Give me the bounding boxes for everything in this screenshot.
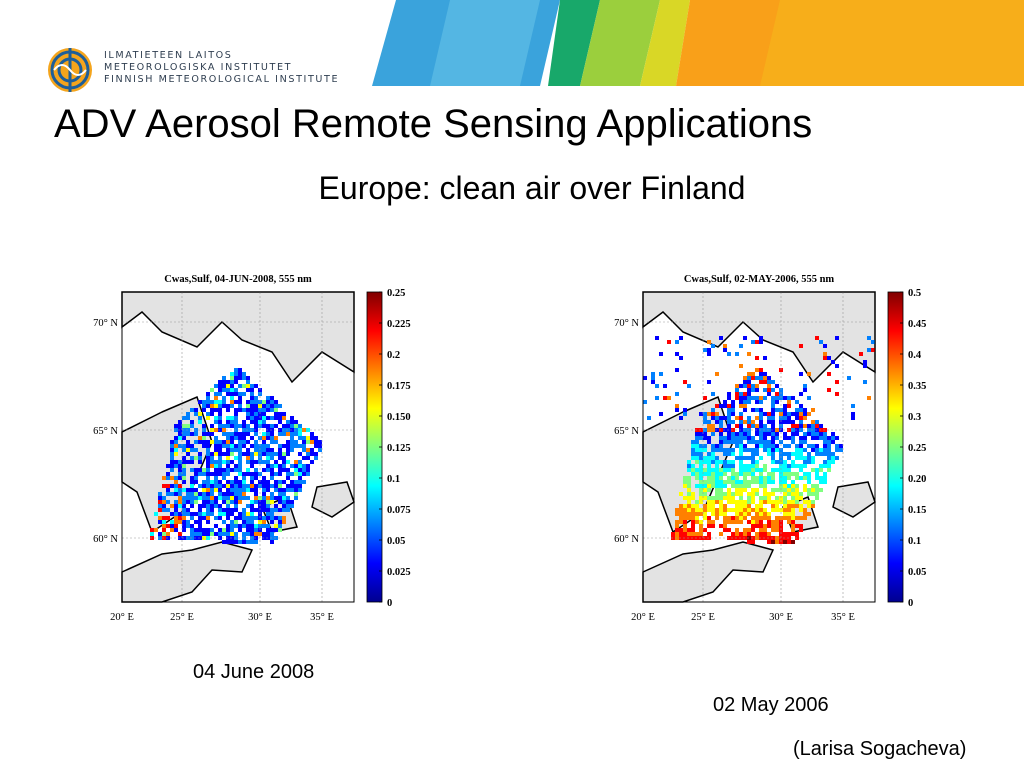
latitude-label: 60° N bbox=[614, 534, 639, 545]
longitude-label: 20° E bbox=[110, 612, 134, 622]
institute-name-line: FINNISH METEOROLOGICAL INSTITUTE bbox=[104, 74, 340, 85]
land-outline bbox=[832, 481, 876, 518]
colorbar-tick-label: 0.4 bbox=[908, 350, 922, 361]
colorbar-tick-label: 0.125 bbox=[387, 443, 411, 454]
longitude-label: 35° E bbox=[310, 612, 334, 622]
longitude-label: 35° E bbox=[831, 612, 855, 622]
longitude-label: 25° E bbox=[691, 612, 715, 622]
colorbar-tick-label: 0.15 bbox=[908, 505, 926, 516]
latitude-label: 70° N bbox=[93, 318, 118, 329]
aerosol-pixels bbox=[150, 368, 322, 544]
colorbar-tick-label: 0.20 bbox=[908, 474, 926, 485]
colorbar-tick-label: 0.1 bbox=[908, 536, 921, 547]
map-caption-2006: 02 May 2006 bbox=[713, 694, 829, 716]
colorbar-tick-label: 0.35 bbox=[908, 381, 926, 392]
institute-logo-icon bbox=[48, 48, 92, 92]
author-credit: (Larisa Sogacheva) bbox=[793, 738, 967, 760]
longitude-label: 20° E bbox=[631, 612, 655, 622]
colorbar-tick-label: 0.075 bbox=[387, 505, 411, 516]
colorbar-tick-label: 0.05 bbox=[908, 567, 926, 578]
colorbar-tick-label: 0 bbox=[387, 598, 392, 609]
top-banner bbox=[372, 0, 1024, 86]
colorbar-tick-label: 0.3 bbox=[908, 412, 921, 423]
colorbar-tick-label: 0.25 bbox=[908, 443, 926, 454]
aerosol-map-2006: Cwas,Sulf, 02-MAY-2006, 555 nm 70° N 65° N… bbox=[603, 262, 963, 622]
map-figure: Cwas,Sulf, 02-MAY-2006, 555 nm 70° N 65° N… bbox=[614, 274, 926, 622]
slide-title: ADV Aerosol Remote Sensing Applications bbox=[54, 102, 813, 146]
latitude-label: 65° N bbox=[614, 426, 639, 437]
latitude-label: 70° N bbox=[614, 318, 639, 329]
longitude-label: 25° E bbox=[170, 612, 194, 622]
colorbar-tick-label: 0.5 bbox=[908, 288, 921, 299]
colorbar-tick-label: 0.1 bbox=[387, 474, 400, 485]
map-caption-2008: 04 June 2008 bbox=[193, 661, 315, 683]
longitude-label: 30° E bbox=[769, 612, 793, 622]
map-grid bbox=[121, 292, 354, 602]
map-title: Cwas,Sulf, 04-JUN-2008, 555 nm bbox=[164, 274, 312, 285]
institute-name-line: ILMATIETEEN LAITOS bbox=[104, 50, 233, 61]
map-figure: Cwas,Sulf, 04-JUN-2008, 555 nm 70° N 65° N… bbox=[93, 274, 411, 622]
colorbar-tick-label: 0.2 bbox=[387, 350, 400, 361]
latitude-label: 65° N bbox=[93, 426, 118, 437]
colorbar-tick-label: 0.45 bbox=[908, 319, 926, 330]
colorbar-tick-label: 0.025 bbox=[387, 567, 411, 578]
land-outline bbox=[311, 481, 355, 518]
longitude-label: 30° E bbox=[248, 612, 272, 622]
colorbar-tick-label: 0.175 bbox=[387, 381, 411, 392]
colorbar-tick-label: 0.25 bbox=[387, 288, 405, 299]
slide-subtitle: Europe: clean air over Finland bbox=[318, 170, 746, 206]
colorbar-tick-label: 0.150 bbox=[387, 412, 411, 423]
aerosol-pixels bbox=[643, 336, 875, 544]
aerosol-map-2008: Cwas,Sulf, 04-JUN-2008, 555 nm 70° N 65° N… bbox=[82, 262, 442, 622]
colorbar-tick-label: 0.225 bbox=[387, 319, 411, 330]
institute-name: ILMATIETEEN LAITOS METEOROLOGISKA INSTIT… bbox=[104, 50, 339, 86]
latitude-label: 60° N bbox=[93, 534, 118, 545]
colorbar-tick-label: 0 bbox=[908, 598, 913, 609]
colorbar-tick-label: 0.05 bbox=[387, 536, 405, 547]
map-title: Cwas,Sulf, 02-MAY-2006, 555 nm bbox=[684, 274, 835, 285]
institute-name-line: METEOROLOGISKA INSTITUTET bbox=[104, 62, 293, 73]
map-grid bbox=[642, 292, 875, 602]
